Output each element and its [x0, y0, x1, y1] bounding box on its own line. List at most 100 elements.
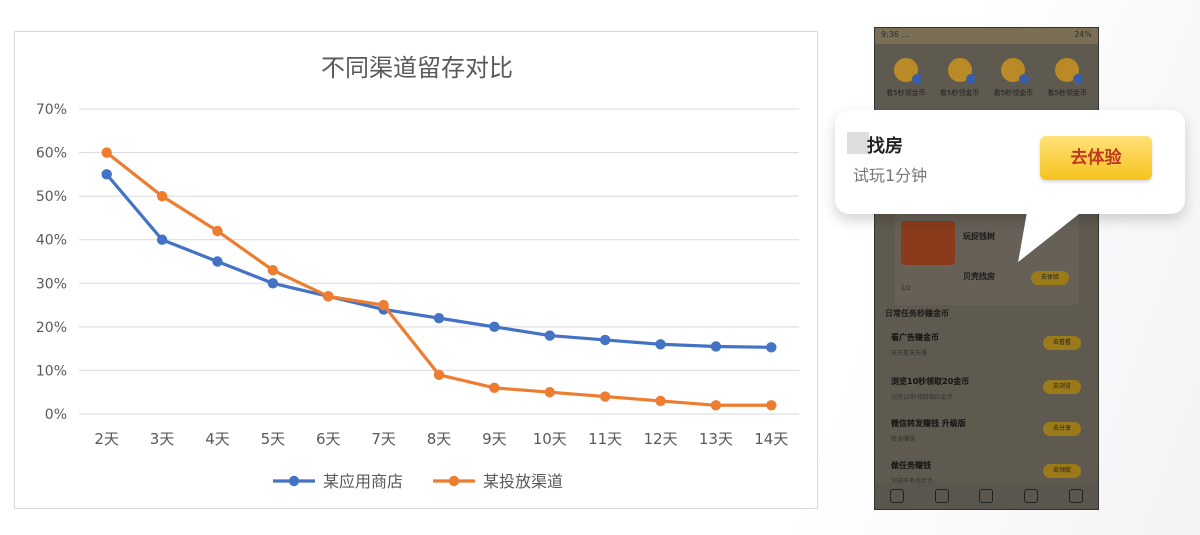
data-point — [489, 382, 500, 394]
y-tick-label: 40% — [36, 233, 67, 249]
trial-app-2: 贝壳找房 — [963, 272, 995, 281]
legend-marker — [288, 475, 300, 487]
gift-icon — [901, 221, 955, 265]
popup-title: 找房 — [867, 136, 903, 157]
data-point — [655, 339, 666, 350]
task-button[interactable]: 去浏览 — [1043, 380, 1081, 394]
task-desc: 完成任务领金币 — [891, 478, 934, 485]
coin-label: 看5秒领金币 — [886, 89, 926, 97]
nav-profile-icon[interactable] — [1068, 489, 1083, 503]
task-item: 浏览10秒领取20金币 浏览10秒领取相应金币 去浏览 — [891, 372, 1087, 408]
data-point — [267, 265, 279, 276]
task-item: 做任务赚钱 完成任务领金币 去领取 — [891, 456, 1087, 492]
nav-video-icon[interactable] — [934, 489, 949, 503]
x-tick-label: 14天 — [754, 430, 788, 448]
data-point — [544, 387, 555, 398]
data-point — [655, 395, 666, 407]
popup-cta-button[interactable]: 去体验 — [1040, 136, 1152, 180]
trial-card: 玩捉钱树 贝壳找房 去体验 1/2 — [895, 213, 1079, 305]
data-point — [267, 278, 279, 289]
x-tick-label: 11天 — [588, 430, 622, 448]
task-button[interactable]: 去看看 — [1043, 336, 1081, 350]
retention-chart: 不同渠道留存对比 0% 10% 20% 30% 40% 50% 60% 70% 2天 3天 4天 5天… — [14, 31, 818, 509]
legend-marker — [448, 475, 460, 487]
legend-label: 某应用商店 — [323, 472, 403, 491]
chart-title: 不同渠道留存对比 — [321, 54, 513, 82]
phone-screenshot: 9:36 … 24% 看5秒领金币 看5秒领金币 看5秒领金币 看5秒领金币 玩… — [874, 27, 1099, 510]
y-tick-label: 10% — [36, 363, 67, 379]
task-name: 看广告赚金币 — [891, 333, 939, 342]
coin-label: 看5秒领金币 — [993, 89, 1034, 97]
status-time: 9:36 … — [881, 30, 910, 39]
data-point — [599, 334, 611, 346]
coin-label: 看5秒领金币 — [1047, 89, 1087, 97]
phone-status-bar: 9:36 … 24% — [875, 28, 1098, 44]
redacted-logo — [847, 132, 869, 154]
data-point — [323, 291, 334, 302]
task-name: 做任务赚钱 — [891, 461, 931, 470]
x-tick-label: 3天 — [150, 430, 175, 448]
x-tick-label: 2天 — [94, 430, 119, 448]
y-tick-label: 70% — [36, 102, 67, 118]
popup-subtitle: 试玩1分钟 — [853, 166, 928, 185]
data-point — [101, 147, 112, 158]
trial-progress: 1/2 — [901, 285, 911, 292]
data-point — [489, 321, 500, 333]
coin-icon — [947, 58, 976, 84]
x-tick-label: 9天 — [482, 430, 507, 448]
nav-home-icon[interactable] — [890, 489, 905, 503]
y-tick-label: 20% — [36, 320, 67, 336]
x-tick-label: 10天 — [533, 430, 567, 448]
x-tick-label: 7天 — [371, 430, 396, 448]
nav-task-icon[interactable] — [1024, 489, 1039, 503]
nav-play-icon[interactable] — [979, 489, 994, 503]
task-desc: 转发赚钱 — [891, 436, 916, 443]
task-desc: 浏览10秒领取相应金币 — [891, 394, 953, 401]
y-tick-label: 30% — [36, 276, 67, 292]
daily-tasks-title: 日常任务秒赚金币 — [885, 309, 949, 318]
task-item: 微信转发赚钱 升级版 转发赚钱 去分享 — [891, 414, 1087, 450]
coin-item[interactable]: 看5秒领金币 — [882, 58, 930, 98]
chart-canvas: 不同渠道留存对比 0% 10% 20% 30% 40% 50% 60% 70% 2天 3天 4天 5天… — [36, 54, 799, 491]
data-point — [766, 342, 777, 353]
y-tick-label: 0% — [45, 407, 67, 423]
task-button[interactable]: 去分享 — [1043, 422, 1081, 436]
trial-button[interactable]: 去体验 — [1031, 271, 1069, 285]
coin-label: 看5秒领金币 — [939, 89, 980, 97]
coin-item[interactable]: 看5秒领金币 — [989, 58, 1037, 98]
y-tick-label: 50% — [36, 189, 67, 205]
y-tick-label: 60% — [36, 146, 67, 162]
x-tick-label: 12天 — [643, 430, 677, 448]
task-name: 微信转发赚钱 升级版 — [891, 419, 966, 428]
x-tick-label: 13天 — [699, 430, 733, 448]
data-point — [156, 190, 168, 202]
bottom-nav — [875, 483, 1098, 509]
data-point — [599, 391, 611, 402]
data-point — [101, 169, 112, 180]
data-point — [156, 234, 168, 245]
data-point — [433, 312, 445, 324]
data-point — [212, 225, 223, 237]
coin-icon — [1001, 58, 1030, 84]
x-tick-label: 8天 — [427, 430, 452, 448]
trial-popup: 找房 试玩1分钟 去体验 — [835, 110, 1185, 214]
task-button[interactable]: 去领取 — [1043, 464, 1081, 478]
task-item: 看广告赚金币 天天看天天赚 去看看 — [891, 328, 1087, 364]
coin-item[interactable]: 看5秒领金币 — [936, 58, 984, 98]
coin-icon — [893, 58, 922, 84]
data-point — [544, 330, 555, 341]
x-tick-label: 4天 — [205, 430, 230, 448]
coin-row: 看5秒领金币 看5秒领金币 看5秒领金币 看5秒领金币 — [875, 44, 1098, 98]
data-point — [710, 400, 722, 411]
data-point — [433, 369, 445, 380]
data-point — [710, 341, 722, 352]
coin-icon — [1055, 58, 1084, 84]
series-line — [105, 151, 772, 407]
data-point — [212, 256, 223, 267]
x-tick-label: 5天 — [261, 430, 286, 448]
data-point — [378, 299, 389, 311]
coin-item[interactable]: 看5秒领金币 — [1043, 58, 1091, 98]
status-battery: 24% — [1074, 30, 1092, 39]
task-desc: 天天看天天赚 — [891, 350, 928, 357]
task-name: 浏览10秒领取20金币 — [891, 377, 970, 386]
